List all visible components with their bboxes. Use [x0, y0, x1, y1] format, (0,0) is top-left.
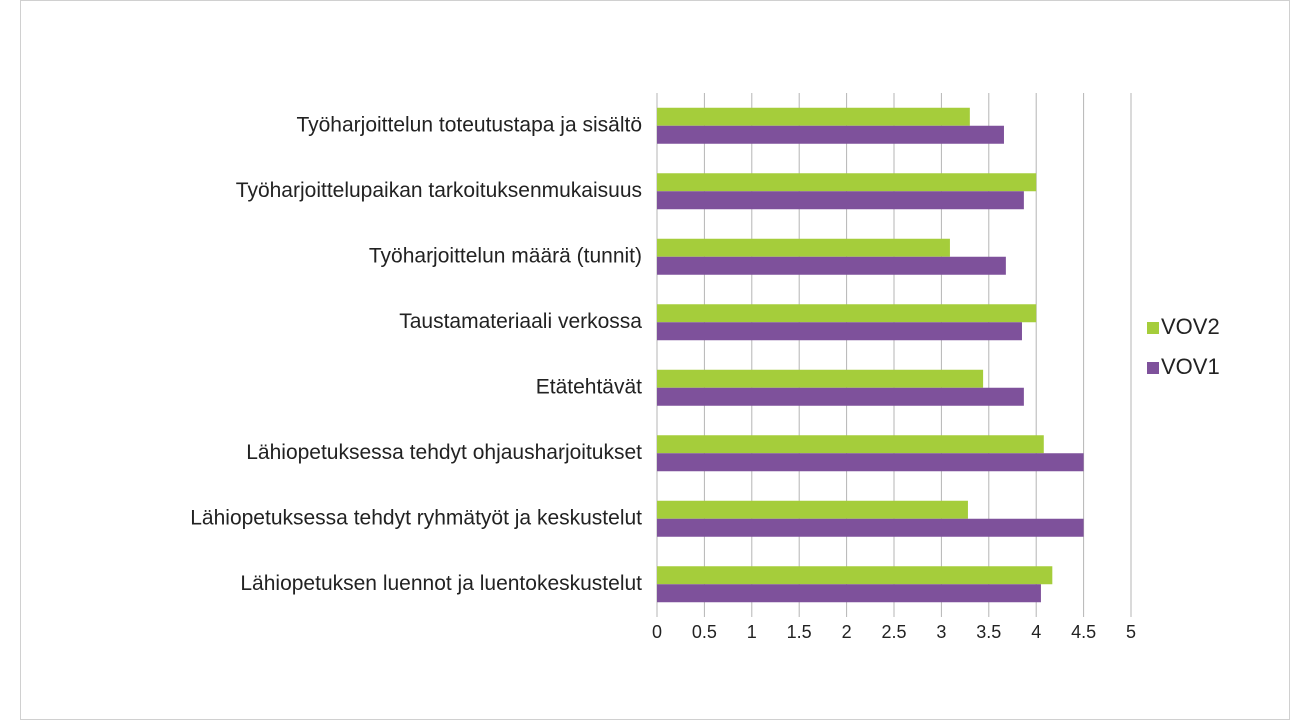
x-tick-label: 2 [842, 622, 852, 642]
x-tick-label: 3 [936, 622, 946, 642]
bar [657, 107, 970, 126]
y-tick-label: Työharjoittelupaikan tarkoituksenmukaisu… [236, 179, 642, 202]
bar [657, 500, 968, 519]
x-tick-label: 4.5 [1071, 622, 1096, 642]
x-tick-label: 1.5 [787, 622, 812, 642]
bar [657, 238, 950, 257]
y-tick-label: Etätehtävät [536, 375, 642, 398]
legend-swatch [1147, 362, 1159, 374]
bar [657, 304, 1037, 323]
bar [657, 322, 1022, 341]
bar [657, 566, 1053, 585]
x-tick-label: 1 [747, 622, 757, 642]
y-tick-label: Työharjoittelun määrä (tunnit) [369, 244, 642, 267]
x-tick-label: 5 [1126, 622, 1136, 642]
bar [657, 584, 1041, 603]
x-tick-label: 4 [1031, 622, 1041, 642]
bar [657, 125, 1004, 144]
bar [657, 256, 1006, 275]
legend-label: VOV2 [1161, 314, 1220, 339]
bar [657, 173, 1037, 192]
x-tick-label: 0.5 [692, 622, 717, 642]
bar [657, 369, 984, 388]
y-tick-label: Lähiopetuksessa tehdyt ohjausharjoitukse… [246, 441, 642, 464]
legend-swatch [1147, 322, 1159, 334]
bar [657, 191, 1024, 210]
y-tick-label: Työharjoittelun toteutustapa ja sisältö [296, 113, 642, 136]
chart-frame [20, 0, 1290, 720]
x-tick-label: 3.5 [976, 622, 1001, 642]
y-tick-label: Taustamateriaali verkossa [399, 310, 642, 333]
bar [657, 387, 1024, 406]
x-tick-label: 0 [652, 622, 662, 642]
bar [657, 435, 1044, 454]
legend-label: VOV1 [1161, 354, 1220, 379]
bar [657, 453, 1084, 472]
y-tick-label: Lähiopetuksessa tehdyt ryhmätyöt ja kesk… [190, 506, 642, 529]
y-tick-label: Lähiopetuksen luennot ja luentokeskustel… [240, 572, 642, 595]
bar [657, 518, 1084, 537]
x-tick-label: 2.5 [881, 622, 906, 642]
